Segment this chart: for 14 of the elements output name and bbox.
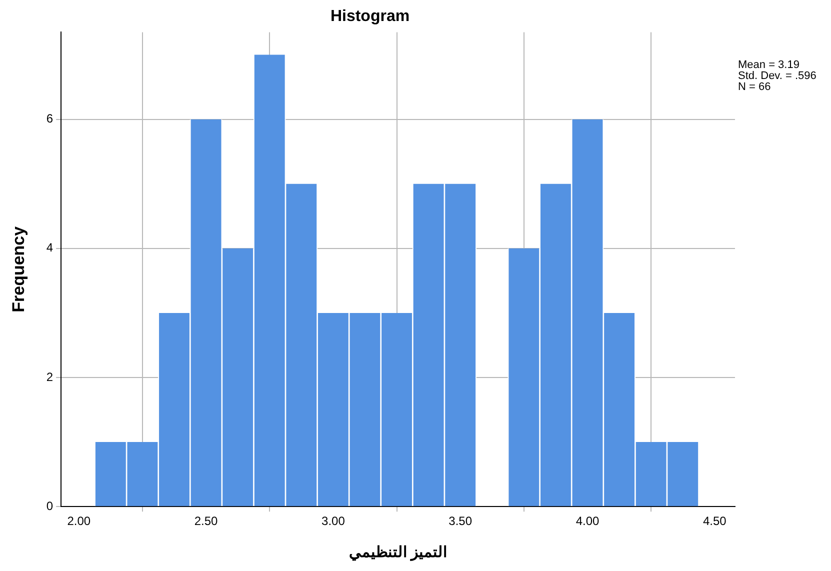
x-tick-label: 4.00 <box>576 514 600 528</box>
x-tick-label: 2.50 <box>194 514 218 528</box>
text: Mean = 3.19 Std. Dev. = .596 N = 66 <box>738 59 816 93</box>
x-axis-title: التميز التنظيمي <box>348 544 448 562</box>
x-tick-label: 4.50 <box>702 514 727 528</box>
chart-title: Histogram <box>330 8 410 26</box>
y-tick-label: 4 <box>46 240 54 255</box>
y-tick-label: 2 <box>46 370 54 384</box>
x-tick-label: 2.00 <box>67 514 91 528</box>
y-tick-label: 6 <box>46 112 54 126</box>
x-tick-label: 3.00 <box>322 514 346 528</box>
y-tick-label: 0 <box>46 498 54 513</box>
y-axis-title: Frequency <box>8 226 28 312</box>
x-tick-label: 3.50 <box>448 514 472 528</box>
